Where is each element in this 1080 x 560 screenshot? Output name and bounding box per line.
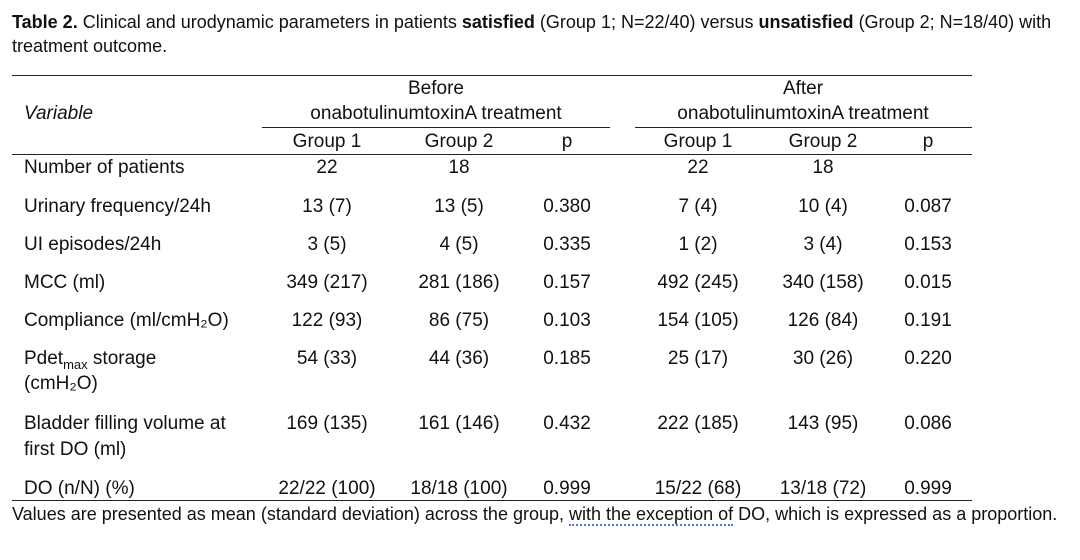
row-variable: DO (n/N) (%)	[24, 478, 135, 499]
cell-after-group1: 222 (185)	[657, 413, 739, 434]
before-group-rule	[262, 127, 610, 128]
cell-after-p: 0.086	[904, 413, 952, 434]
cell-before-group1: 169 (135)	[286, 413, 368, 434]
cell-before-group1: 22/22 (100)	[278, 478, 376, 499]
pdet-label: Pdet	[24, 348, 64, 369]
cell-after-p: 0.015	[904, 272, 952, 293]
cell-after-group1: 7 (4)	[678, 196, 718, 217]
caption-label: Table 2.	[12, 12, 78, 32]
footnote-grammar-flag: with the exception of	[569, 504, 734, 526]
cell-after-group2: 30 (26)	[792, 348, 854, 369]
cell-before-group2: 44 (36)	[428, 348, 490, 369]
cell-after-group2: 10 (4)	[798, 196, 848, 217]
header-after-group2: Group 2	[788, 131, 858, 152]
header-before-p: p	[561, 131, 573, 152]
row-variable: UI episodes/24h	[24, 234, 162, 255]
header-after-group1: Group 1	[663, 131, 733, 152]
cell-after-group2: 13/18 (72)	[779, 478, 867, 499]
caption-bold-satisfied: satisfied	[461, 12, 535, 32]
after-group-rule	[635, 127, 972, 128]
header-before-line1: Before	[408, 78, 464, 99]
header-before-group1: Group 1	[292, 131, 362, 152]
footnote-text-2: DO, which is expressed as a proportion.	[733, 504, 1058, 524]
cell-after-p: 0.191	[904, 310, 952, 331]
cell-after-group1: 492 (245)	[657, 272, 739, 293]
cell-after-group2: 3 (4)	[803, 234, 843, 255]
row-variable-line2: first DO (ml)	[24, 439, 127, 460]
header-after-line2: onabotulinumtoxinA treatment	[677, 103, 929, 124]
cell-after-group1: 154 (105)	[657, 310, 739, 331]
cell-before-group1: 54 (33)	[296, 348, 358, 369]
top-rule	[12, 75, 972, 76]
caption-text-1: Clinical and urodynamic parameters in pa…	[77, 12, 462, 32]
cell-before-group1: 349 (217)	[286, 272, 368, 293]
cell-after-p: 0.087	[904, 196, 952, 217]
row-variable-line1: Bladder filling volume at	[24, 413, 226, 434]
cell-after-p: 0.153	[904, 234, 952, 255]
row-variable: Number of patients	[24, 157, 185, 178]
table-footnote: Values are presented as mean (standard d…	[12, 503, 1062, 526]
cell-after-group2: 340 (158)	[782, 272, 864, 293]
cell-before-group1: 3 (5)	[307, 234, 347, 255]
cell-after-group1: 22	[687, 157, 709, 178]
cell-before-group1: 122 (93)	[291, 310, 363, 331]
header-bottom-rule	[12, 154, 972, 155]
row-variable: MCC (ml)	[24, 272, 106, 293]
cell-after-p: 0.220	[904, 348, 952, 369]
header-before-group2: Group 2	[424, 131, 494, 152]
caption-bold-unsatisfied: unsatisfied	[758, 12, 854, 32]
cell-before-group2: 161 (146)	[418, 413, 500, 434]
cell-after-group1: 15/22 (68)	[654, 478, 742, 499]
cell-after-p: 0.999	[904, 478, 952, 499]
cell-before-p: 0.185	[543, 348, 591, 369]
cell-before-group2: 86 (75)	[428, 310, 490, 331]
row-variable: Compliance (ml/cmH₂O)	[24, 310, 229, 331]
cell-after-group1: 1 (2)	[678, 234, 718, 255]
cell-before-p: 0.380	[543, 196, 591, 217]
caption-text-2: (Group 1; N=22/40) versus	[534, 12, 759, 32]
cell-after-group2: 18	[812, 157, 834, 178]
cell-after-group2: 143 (95)	[787, 413, 859, 434]
table-caption: Table 2. Clinical and urodynamic paramet…	[12, 10, 1078, 58]
cell-before-p: 0.335	[543, 234, 591, 255]
cell-before-group2: 18/18 (100)	[410, 478, 508, 499]
cell-before-group1: 22	[316, 157, 338, 178]
bottom-rule	[12, 500, 972, 501]
cell-before-p: 0.103	[543, 310, 591, 331]
cell-before-group1: 13 (7)	[302, 196, 352, 217]
max-subscript: max	[63, 356, 88, 372]
row-variable: Urinary frequency/24h	[24, 196, 211, 217]
cell-after-group1: 25 (17)	[667, 348, 729, 369]
cell-after-group2: 126 (84)	[787, 310, 859, 331]
footnote-text-1: Values are presented as mean (standard d…	[12, 504, 569, 524]
row-variable-line2: (cmH₂O)	[24, 373, 98, 394]
row-variable-line1: Pdetmax storage	[24, 346, 156, 377]
header-after-p: p	[922, 131, 934, 152]
storage-label: storage	[87, 348, 157, 369]
cell-before-group2: 18	[448, 157, 470, 178]
caption-text-3: (Group 2; N=18/40) with treatment outcom…	[12, 12, 1052, 56]
cell-before-group2: 13 (5)	[434, 196, 484, 217]
header-after-line1: After	[782, 78, 824, 99]
cell-before-p: 0.999	[543, 478, 591, 499]
cell-before-group2: 281 (186)	[418, 272, 500, 293]
cell-before-group2: 4 (5)	[439, 234, 479, 255]
cell-before-p: 0.432	[543, 413, 591, 434]
header-before-line2: onabotulinumtoxinA treatment	[310, 103, 562, 124]
header-variable: Variable	[24, 103, 94, 124]
cell-before-p: 0.157	[543, 272, 591, 293]
